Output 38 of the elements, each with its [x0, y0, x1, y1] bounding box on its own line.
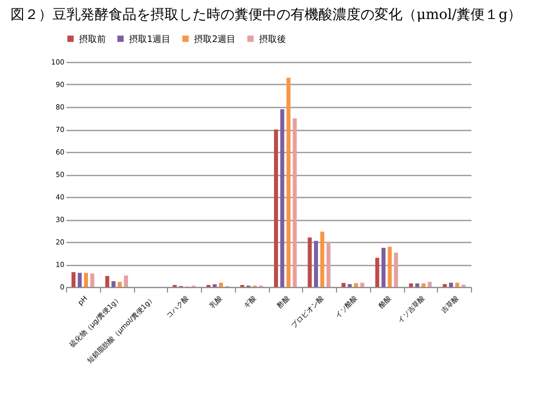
bar	[72, 272, 76, 287]
bar	[455, 282, 460, 287]
bar	[354, 283, 358, 287]
bar	[442, 284, 447, 287]
bar	[422, 283, 426, 287]
bar	[274, 130, 278, 287]
chart-title: 図２）豆乳発酵食品を摂取した時の糞便中の有機酸濃度の変化（μmol/糞便１g）	[10, 7, 522, 23]
bar	[90, 274, 94, 287]
bar	[388, 246, 392, 287]
bar	[320, 232, 324, 287]
bar	[212, 284, 217, 287]
bar	[342, 282, 346, 287]
bar	[428, 282, 432, 287]
bar	[219, 282, 223, 287]
legend-label: 摂取1週目	[129, 34, 171, 45]
legend-label: 摂取後	[259, 34, 286, 45]
bar	[292, 118, 297, 287]
bar	[394, 252, 398, 287]
bar	[382, 248, 386, 287]
legend-label: 摂取2週目	[194, 34, 236, 45]
bar	[314, 240, 318, 287]
bar	[415, 283, 420, 287]
bar	[449, 282, 453, 287]
bar	[280, 109, 284, 287]
bar	[326, 242, 330, 287]
legend-label: 摂取前	[79, 34, 106, 45]
bar	[105, 276, 110, 287]
bar	[124, 276, 128, 287]
bar	[112, 281, 116, 287]
bar	[308, 238, 312, 287]
bar	[348, 284, 352, 287]
bar	[84, 272, 88, 287]
bar	[286, 78, 290, 287]
bar	[360, 282, 364, 287]
bar	[375, 258, 380, 287]
bar	[118, 282, 122, 287]
bar	[78, 272, 82, 287]
bar	[409, 283, 413, 287]
